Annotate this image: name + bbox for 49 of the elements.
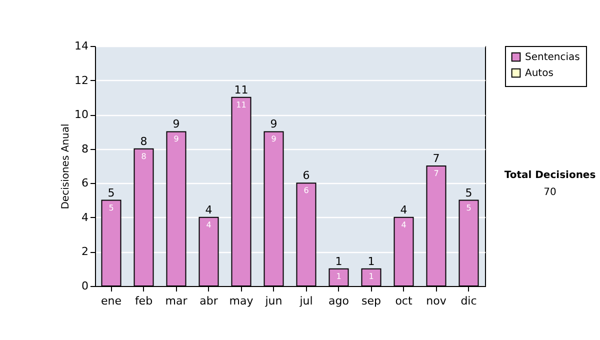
data-label: 9 [174, 134, 179, 144]
x-tick-label: jul [298, 294, 313, 308]
x-tick-label: sep [362, 294, 382, 308]
text: 70 [542, 187, 558, 198]
total-label: 5 [108, 186, 115, 200]
total-label: 9 [172, 118, 180, 131]
legend-label: Sentencias [525, 52, 580, 63]
y-tick-label: 10 [74, 108, 88, 122]
x-tick-label: dic [460, 294, 477, 308]
y-tick-label: 14 [74, 40, 88, 52]
text: Total Decisiones [503, 170, 597, 181]
total-label: 8 [140, 134, 148, 148]
y-tick-label: 0 [82, 280, 88, 292]
total-label: 6 [302, 169, 310, 182]
x-tick-label: nov [426, 294, 447, 308]
x-tick-label: oct [395, 294, 413, 308]
x-tick-label: jun [264, 294, 282, 308]
total-label: 11 [234, 83, 248, 96]
data-label: 1 [368, 272, 374, 281]
total-label: 4 [400, 203, 408, 216]
data-label: 4 [401, 220, 406, 230]
x-tick-label: may [229, 294, 254, 308]
x-tick-label: feb [134, 294, 153, 308]
data-label: 6 [304, 186, 309, 196]
y-axis-title: Decisiones Anual [60, 124, 72, 210]
data-label: 5 [466, 203, 472, 212]
y-tick-label: 6 [82, 176, 88, 190]
total-label: 9 [270, 118, 278, 131]
y-tick-label: 2 [82, 245, 88, 258]
y-tick-label: 12 [74, 74, 88, 87]
total-label: 1 [368, 254, 375, 268]
data-label: 1 [336, 272, 342, 281]
y-tick-label: 4 [82, 210, 88, 224]
y-tick-label: 8 [82, 142, 88, 156]
data-label: 11 [236, 100, 246, 110]
total-label: 5 [465, 186, 472, 200]
x-tick-label: ago [328, 294, 350, 308]
x-tick-label: mar [165, 294, 188, 308]
data-label: 8 [141, 152, 146, 161]
total-label: 4 [205, 203, 212, 216]
x-tick-label: ene [100, 294, 122, 308]
legend-label: Autos [525, 68, 554, 79]
data-label: 7 [434, 169, 439, 178]
data-label: 9 [271, 134, 276, 144]
data-label: 4 [206, 220, 212, 230]
total-label: 1 [335, 254, 342, 268]
total-label: 7 [432, 152, 440, 165]
data-label: 5 [108, 203, 114, 212]
x-tick-label: abr [200, 294, 218, 308]
